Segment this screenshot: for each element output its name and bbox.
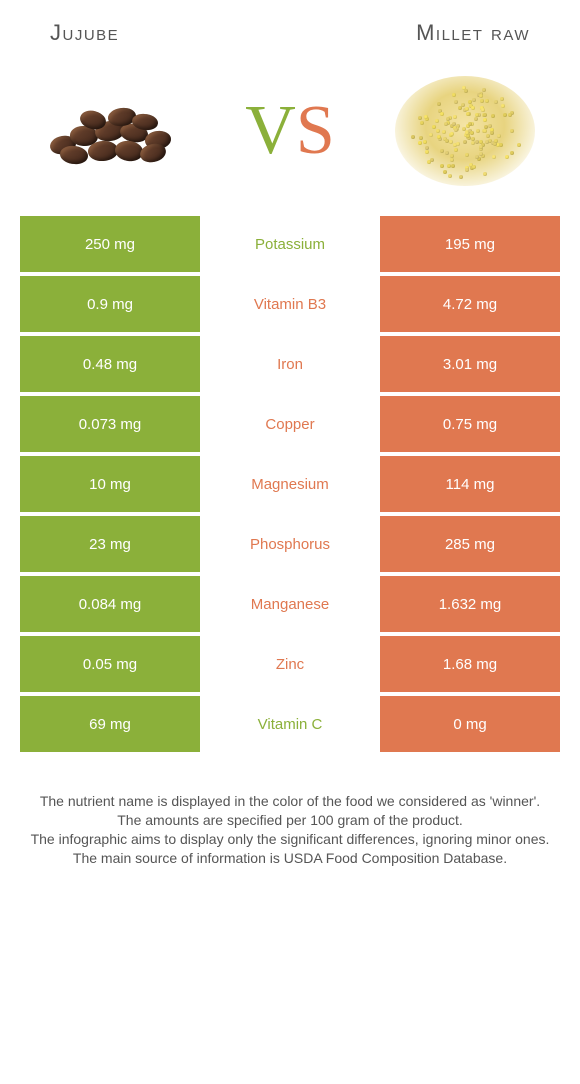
table-row: 0.48 mgIron3.01 mg — [20, 336, 560, 392]
jujube-illustration — [40, 86, 190, 176]
left-value-cell: 250 mg — [20, 216, 200, 272]
footer-notes: The nutrient name is displayed in the co… — [0, 792, 580, 868]
millet-illustration — [395, 76, 535, 186]
table-row: 0.073 mgCopper0.75 mg — [20, 396, 560, 452]
right-value-cell: 1.68 mg — [380, 636, 560, 692]
left-value-cell: 0.9 mg — [20, 276, 200, 332]
right-food-image — [390, 76, 540, 186]
header-row: Jujube Millet raw — [0, 0, 580, 56]
nutrient-name-cell: Iron — [200, 336, 380, 392]
nutrient-table: 250 mgPotassium195 mg0.9 mgVitamin B34.7… — [20, 216, 560, 752]
nutrient-name-cell: Copper — [200, 396, 380, 452]
infographic-container: Jujube Millet raw VS 250 mgPotassium195 … — [0, 0, 580, 868]
table-row: 0.9 mgVitamin B34.72 mg — [20, 276, 560, 332]
left-value-cell: 0.48 mg — [20, 336, 200, 392]
left-food-image — [40, 76, 190, 186]
footer-line-4: The main source of information is USDA F… — [16, 849, 564, 868]
table-row: 0.084 mgManganese1.632 mg — [20, 576, 560, 632]
nutrient-name-cell: Phosphorus — [200, 516, 380, 572]
right-value-cell: 1.632 mg — [380, 576, 560, 632]
footer-line-2: The amounts are specified per 100 gram o… — [16, 811, 564, 830]
left-value-cell: 0.05 mg — [20, 636, 200, 692]
table-row: 69 mgVitamin C0 mg — [20, 696, 560, 752]
left-value-cell: 69 mg — [20, 696, 200, 752]
right-value-cell: 3.01 mg — [380, 336, 560, 392]
nutrient-name-cell: Vitamin C — [200, 696, 380, 752]
nutrient-name-cell: Vitamin B3 — [200, 276, 380, 332]
table-row: 250 mgPotassium195 mg — [20, 216, 560, 272]
right-value-cell: 4.72 mg — [380, 276, 560, 332]
table-row: 23 mgPhosphorus285 mg — [20, 516, 560, 572]
right-value-cell: 0.75 mg — [380, 396, 560, 452]
left-value-cell: 23 mg — [20, 516, 200, 572]
right-value-cell: 285 mg — [380, 516, 560, 572]
right-food-title: Millet raw — [416, 20, 530, 46]
left-value-cell: 0.084 mg — [20, 576, 200, 632]
right-value-cell: 0 mg — [380, 696, 560, 752]
right-value-cell: 195 mg — [380, 216, 560, 272]
footer-line-3: The infographic aims to display only the… — [16, 830, 564, 849]
left-value-cell: 0.073 mg — [20, 396, 200, 452]
left-food-title: Jujube — [50, 20, 119, 46]
nutrient-name-cell: Zinc — [200, 636, 380, 692]
right-value-cell: 114 mg — [380, 456, 560, 512]
footer-line-1: The nutrient name is displayed in the co… — [16, 792, 564, 811]
vs-s: S — [296, 96, 335, 166]
table-row: 10 mgMagnesium114 mg — [20, 456, 560, 512]
nutrient-name-cell: Magnesium — [200, 456, 380, 512]
vs-label: VS — [245, 96, 335, 166]
images-row: VS — [0, 56, 580, 216]
nutrient-name-cell: Manganese — [200, 576, 380, 632]
table-row: 0.05 mgZinc1.68 mg — [20, 636, 560, 692]
vs-v: V — [245, 96, 296, 166]
left-value-cell: 10 mg — [20, 456, 200, 512]
nutrient-name-cell: Potassium — [200, 216, 380, 272]
